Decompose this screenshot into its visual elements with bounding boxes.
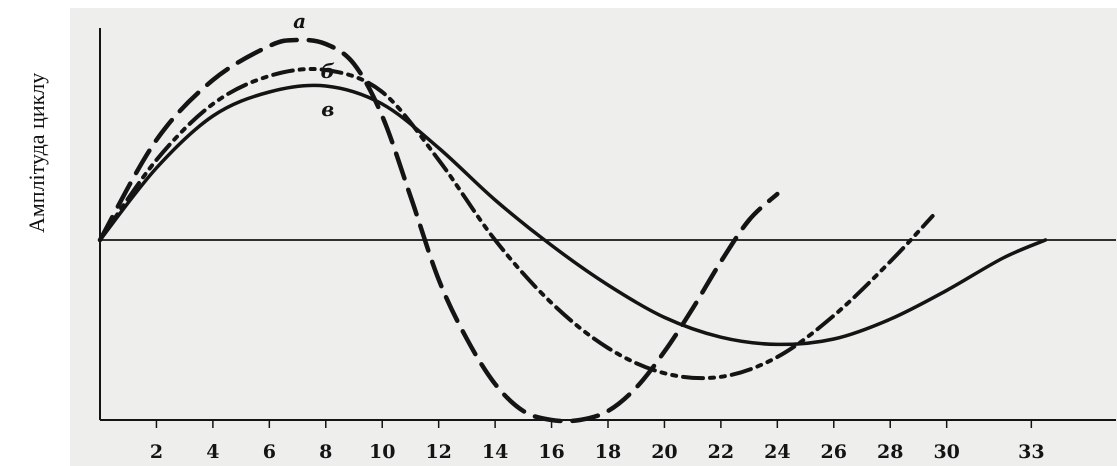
x-tick-label: 10 [369,441,395,463]
x-tick-label: 24 [764,441,790,463]
curves-group [97,37,1048,424]
curve-label: а [293,9,306,33]
curve-c [98,83,1048,347]
x-tick-label: 8 [319,441,332,463]
curve-b [98,66,935,381]
x-tick-label: 4 [206,441,219,463]
x-tick-label: 22 [708,441,734,463]
curve-labels: а бв [293,9,335,121]
x-tick-label: 30 [933,441,959,463]
x-tick-label: 28 [877,441,903,463]
curve-label: б [321,59,335,83]
x-tick-label: 33 [1018,441,1044,463]
x-tick-label: 18 [595,441,621,463]
x-tick-label: 2 [150,441,163,463]
x-tick-label: 26 [821,441,847,463]
x-tick-label: 12 [425,441,451,463]
curve-label: в [321,97,334,121]
x-tick-label: 14 [482,441,508,463]
x-tick-label: 20 [651,441,677,463]
curve-a [97,37,780,424]
x-tick-label: 16 [538,441,564,463]
x-tick-label: 6 [263,441,276,463]
x-axis-ticks: 2 4 6 8 10 12 14 16 18 20 22 24 26 28 30 33 [150,420,1045,463]
